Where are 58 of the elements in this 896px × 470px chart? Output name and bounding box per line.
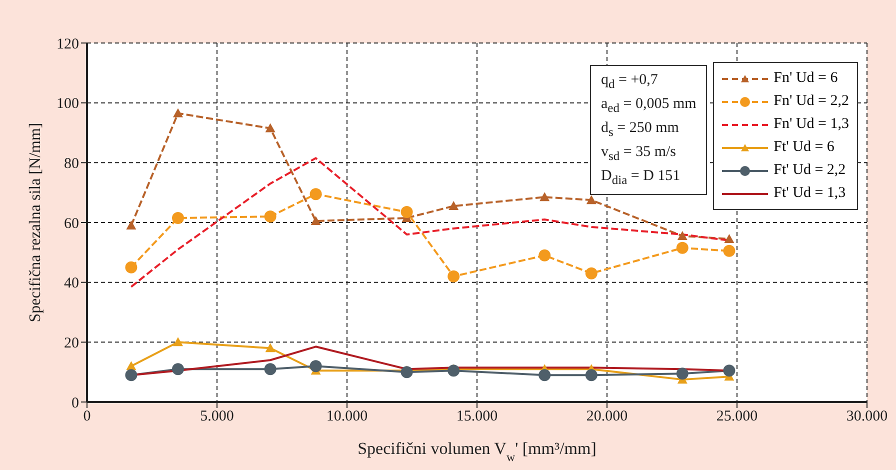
y-axis-title: Specifična rezalna sila [N/mm] — [27, 122, 44, 322]
point — [585, 369, 598, 382]
point — [723, 364, 736, 377]
point — [173, 337, 183, 346]
point — [585, 267, 598, 280]
point — [264, 363, 276, 376]
point — [677, 230, 688, 240]
x-axis-title: Specifični volumen V$_{w}$' [mm³/mm] — [358, 439, 596, 464]
x-tick-label: 20.000 — [586, 408, 628, 425]
y-tick-label: 80 — [64, 156, 79, 172]
point — [125, 261, 138, 274]
y-tick-label: 60 — [64, 216, 79, 232]
point — [724, 234, 734, 243]
legend-label: Ft' Ud = 6 — [774, 139, 834, 156]
point — [723, 244, 736, 257]
annotation: v$_{sd}$ = 35 m/s — [601, 143, 678, 165]
y-tick-label: 40 — [64, 276, 79, 292]
point — [125, 369, 138, 382]
point — [310, 188, 322, 200]
point — [173, 108, 183, 118]
annotation: q$_{d}$ = +0,7 — [601, 71, 659, 93]
point — [172, 212, 184, 224]
point — [676, 368, 688, 380]
legend-label: Ft' Ud = 2,2 — [774, 162, 846, 179]
point — [310, 360, 322, 372]
point — [540, 192, 550, 202]
x-tick-label: 30.000 — [846, 408, 888, 425]
annotation: a$_{ed}$ = 0,005 mm — [601, 95, 696, 117]
point — [538, 369, 551, 382]
x-tick-label: 10.000 — [326, 408, 368, 425]
point — [586, 195, 596, 204]
annotation: D$_{dia}$ = D 151 — [601, 167, 682, 189]
annotation: d$_{s}$ = 250 mm — [601, 119, 680, 141]
point — [172, 363, 184, 376]
point — [400, 206, 413, 218]
y-tick-label: 0 — [72, 395, 79, 412]
point — [400, 366, 413, 378]
point — [310, 216, 321, 226]
point — [264, 210, 276, 223]
y-tick-label: 100 — [56, 96, 79, 112]
x-tick-label: 0 — [83, 408, 91, 425]
legend-label: Fn' Ud = 1,3 — [774, 116, 849, 133]
x-tick-label: 25.000 — [716, 408, 758, 425]
point — [448, 270, 460, 282]
point — [448, 364, 460, 377]
point — [538, 249, 551, 262]
legend-label: Fn' Ud = 2,2 — [774, 93, 849, 110]
y-tick-label: 20 — [64, 335, 79, 352]
point — [265, 343, 276, 352]
point — [448, 201, 459, 210]
legend-label: Fn' Ud = 6 — [774, 70, 838, 87]
point — [676, 242, 688, 254]
x-tick-label: 15.000 — [456, 408, 498, 425]
point — [265, 123, 276, 132]
y-tick-label: 120 — [56, 36, 79, 52]
point — [126, 220, 136, 230]
legend-label: Ft' Ud = 1,3 — [774, 185, 846, 202]
x-tick-label: 5.000 — [200, 408, 234, 425]
